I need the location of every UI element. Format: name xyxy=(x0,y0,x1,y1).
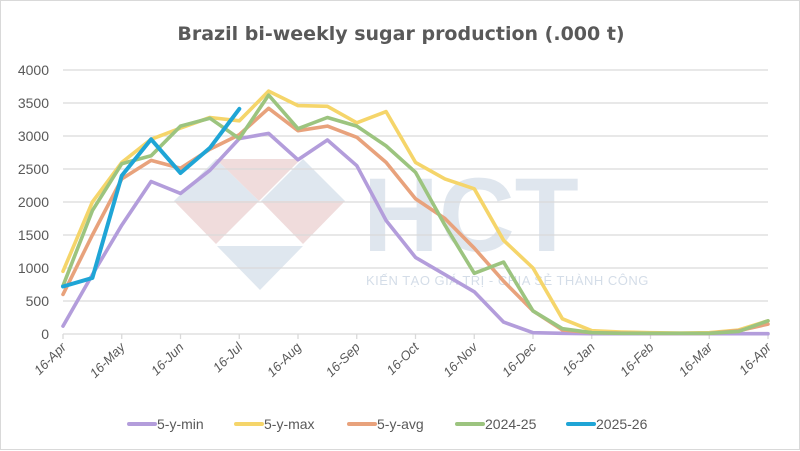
x-tick-label: 16-Feb xyxy=(617,340,657,380)
legend-label: 5-y-min xyxy=(157,416,204,432)
legend-label: 5-y-avg xyxy=(377,416,424,432)
y-tick-label: 1500 xyxy=(18,227,49,243)
x-tick-label: 16-Sep xyxy=(323,340,363,380)
x-tick-label: 16-Dec xyxy=(499,339,540,380)
x-tick-label: 16-Aug xyxy=(264,339,305,380)
legend-item: 5-y-min xyxy=(129,416,204,432)
x-tick-label: 16-Apr xyxy=(31,339,70,378)
x-axis: 16-Apr 16-May 16-Jun 16-Jul 16-Aug 16-Sep 16-O… xyxy=(31,334,775,381)
y-tick-label: 1000 xyxy=(18,260,49,276)
watermark-logo-shape xyxy=(261,201,345,244)
x-tick-label: 16-Jul xyxy=(210,339,246,375)
y-tick-label: 4000 xyxy=(18,62,49,78)
x-tick-label: 16-Apr xyxy=(736,339,775,378)
x-tick-label: 16-Mar xyxy=(676,339,716,379)
y-axis: 0 500 1000 1500 2000 2500 3000 3500 4000 xyxy=(18,62,49,342)
x-tick-label: 16-Oct xyxy=(383,339,422,378)
y-tick-label: 3500 xyxy=(18,95,49,111)
y-tick-label: 500 xyxy=(26,293,50,309)
x-tick-label: 16-May xyxy=(87,338,129,380)
legend-item: 2025-26 xyxy=(568,416,648,432)
chart-title: Brazil bi-weekly sugar production (.000 … xyxy=(177,23,624,45)
legend-label: 2024-25 xyxy=(485,416,537,432)
y-tick-label: 3000 xyxy=(18,128,49,144)
watermark: HCT KIẾN TẠO GIÁ TRỊ - CHIA SẺ THÀNH CÔN… xyxy=(174,157,649,290)
legend-item: 5-y-max xyxy=(236,416,315,432)
x-tick-label: 16-Jun xyxy=(148,340,187,379)
y-tick-label: 0 xyxy=(41,326,49,342)
legend-label: 2025-26 xyxy=(596,416,648,432)
y-tick-label: 2500 xyxy=(18,161,49,177)
legend-item: 5-y-avg xyxy=(349,416,424,432)
legend: 5-y-min 5-y-max 5-y-avg 2024-25 2025-26 xyxy=(129,416,648,432)
x-tick-label: 16-Jan xyxy=(559,340,598,379)
watermark-logo-shape xyxy=(174,201,259,244)
legend-item: 2024-25 xyxy=(457,416,537,432)
legend-label: 5-y-max xyxy=(264,416,315,432)
x-tick-label: 16-Nov xyxy=(440,338,481,379)
y-tick-label: 2000 xyxy=(18,194,49,210)
